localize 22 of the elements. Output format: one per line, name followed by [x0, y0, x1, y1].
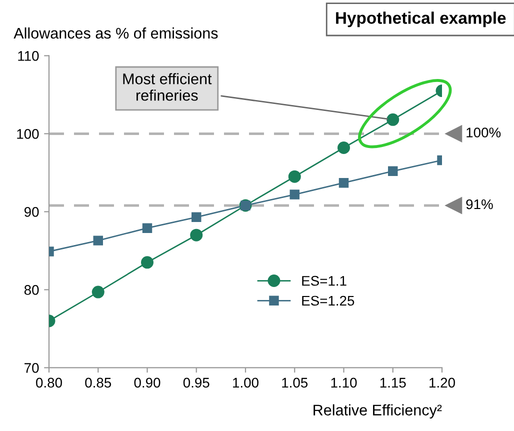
x-tick-label: 1.20	[430, 378, 455, 388]
y-tick-label: 70	[24, 363, 39, 373]
y-tick-label: 90	[24, 207, 39, 217]
x-axis-title: Relative Efficiency²	[314, 404, 442, 418]
x-tick-label: 1.00	[233, 378, 258, 388]
ref-line-label: 91%	[466, 199, 493, 210]
y-tick-label: 80	[24, 285, 39, 295]
x-tick-label: 1.05	[282, 378, 308, 388]
y-tick-label: 110	[18, 51, 39, 61]
annotation: Most efficient refineries	[123, 73, 212, 101]
x-tick-label: 0.85	[85, 378, 112, 388]
x-tick-label: 1.15	[380, 378, 406, 388]
x-tick-label: 0.80	[36, 378, 62, 388]
y-tick-label: 100	[17, 129, 39, 139]
y-axis-title: Allowances as % of emissions	[14, 27, 218, 39]
x-tick-label: 0.90	[134, 378, 160, 388]
chart-title: Hypothetical example	[336, 12, 506, 28]
x-tick-label: 1.10	[331, 378, 357, 388]
legend-label: ES=1.1	[302, 276, 346, 286]
x-tick-label: 0.95	[183, 378, 210, 388]
legend-label: ES=1.25	[302, 296, 354, 306]
ref-line-label: 100%	[466, 128, 501, 138]
